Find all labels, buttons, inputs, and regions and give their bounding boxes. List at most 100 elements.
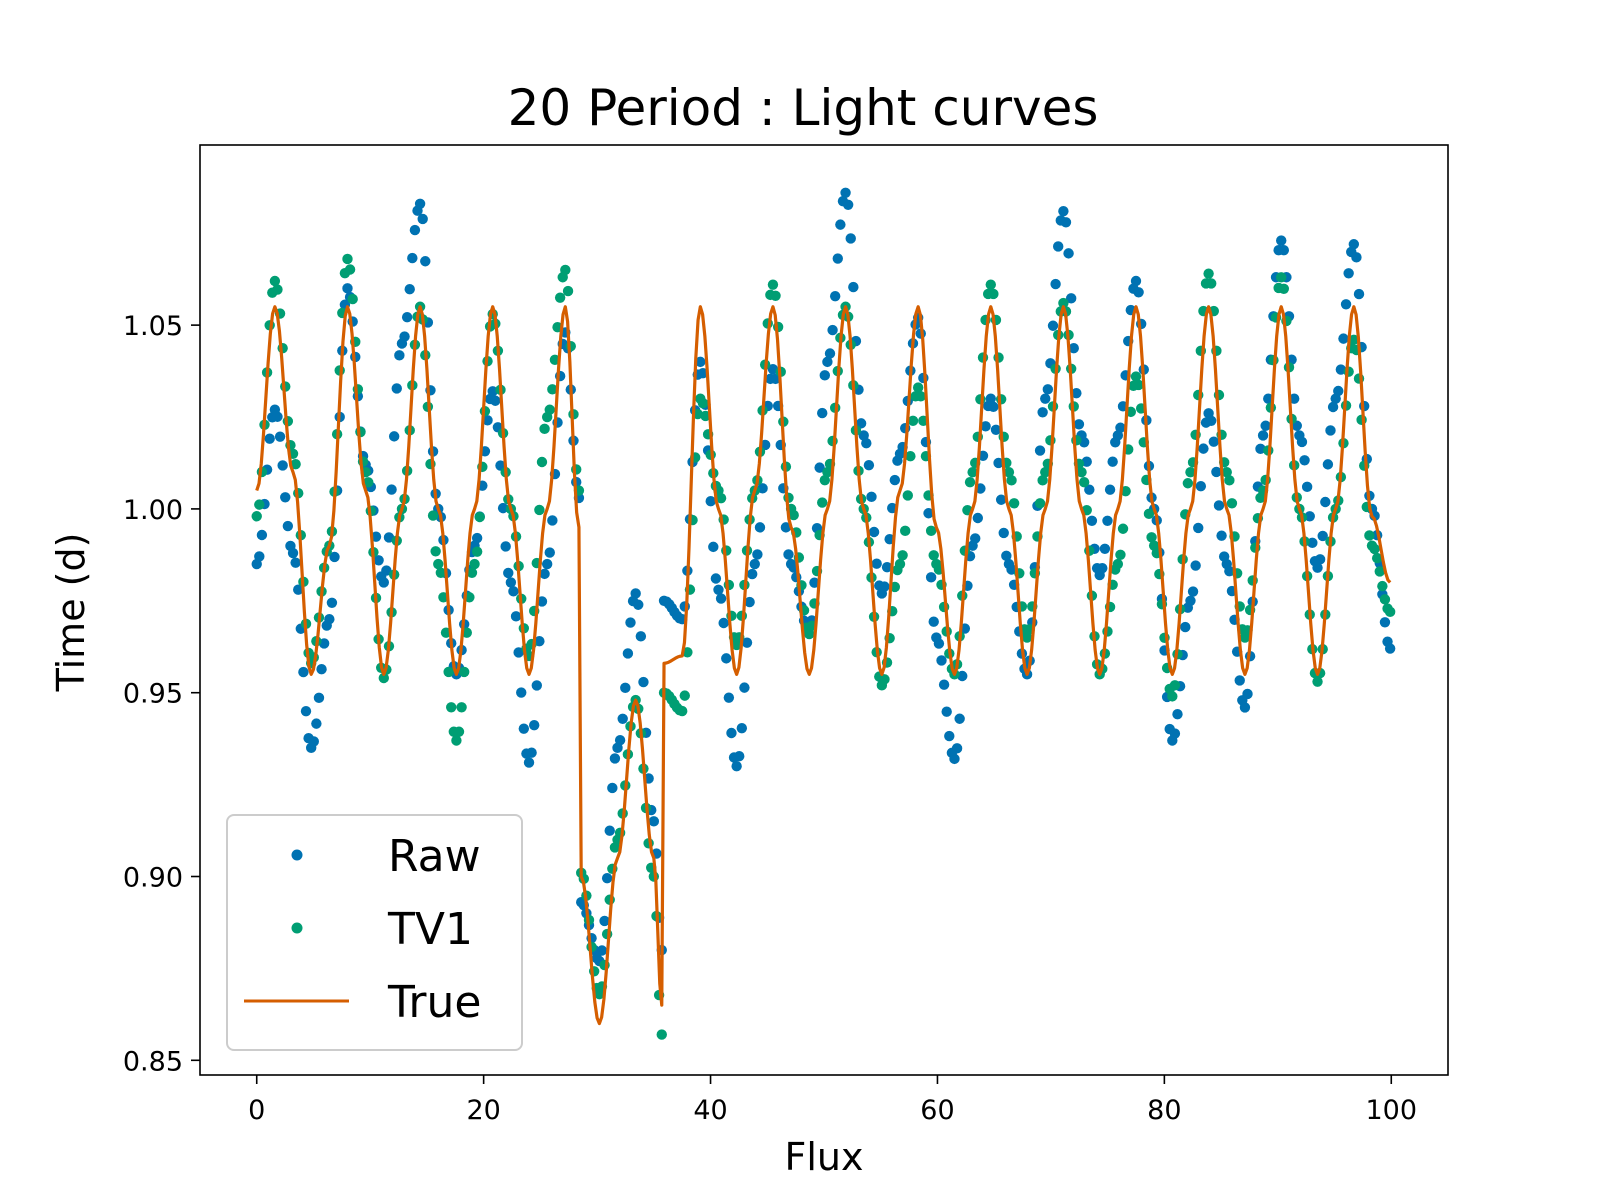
point-raw-35 [342, 283, 353, 294]
point-raw-326 [1097, 562, 1108, 574]
point-raw-138 [609, 753, 621, 764]
point-raw-246 [889, 474, 901, 486]
point-raw-410 [1314, 554, 1326, 565]
point-raw-141 [617, 713, 628, 724]
series-line-true [255, 305, 1392, 1026]
point-raw-403 [1296, 436, 1308, 448]
point-raw-236 [863, 459, 875, 471]
legend: Raw TV1 True [226, 814, 523, 1051]
point-raw-389 [1260, 420, 1271, 431]
point-raw-51 [383, 532, 395, 543]
point-raw-189 [741, 637, 753, 648]
point-tv1-297 [1021, 632, 1033, 643]
point-raw-411 [1317, 530, 1328, 542]
point-raw-259 [923, 508, 934, 519]
point-tv1-250 [900, 525, 911, 537]
point-raw-406 [1304, 511, 1315, 522]
point-raw-12 [282, 520, 294, 532]
point-raw-114 [547, 515, 558, 526]
point-raw-288 [998, 527, 1009, 539]
point-raw-425 [1353, 288, 1365, 300]
point-raw-395 [1276, 235, 1287, 246]
point-raw-437 [1384, 643, 1396, 654]
point-raw-176 [708, 541, 719, 553]
point-raw-320 [1081, 456, 1092, 467]
point-tv1-113 [544, 404, 555, 415]
point-tv1-376 [1226, 498, 1238, 509]
point-raw-396 [1278, 245, 1290, 256]
point-tv1-302 [1034, 498, 1046, 509]
series-layer [251, 187, 1396, 1040]
point-raw-10 [277, 460, 288, 471]
point-tv1-164 [676, 705, 688, 717]
point-raw-205 [783, 549, 794, 560]
legend-marker-raw [291, 849, 303, 861]
point-tv1-165 [679, 690, 690, 701]
point-raw-50 [381, 565, 392, 576]
point-tv1-77 [451, 735, 462, 746]
point-tv1-434 [1377, 580, 1388, 592]
point-raw-284 [988, 401, 999, 413]
y-axis-label: Time (d) [49, 533, 93, 693]
point-raw-177 [710, 573, 722, 584]
point-tv1-283 [985, 279, 996, 290]
point-raw-107 [529, 719, 540, 731]
point-tv1-114 [547, 384, 558, 395]
point-tv1-119 [560, 264, 571, 276]
point-raw-329 [1104, 484, 1116, 495]
point-raw-387 [1255, 443, 1266, 455]
point-raw-263 [933, 638, 945, 649]
point-raw-8 [272, 411, 283, 422]
point-tv1-344 [1143, 508, 1155, 520]
point-raw-316 [1071, 387, 1082, 399]
point-tv1-353 [1167, 691, 1178, 702]
point-raw-220 [822, 356, 833, 368]
point-raw-234 [858, 430, 869, 441]
point-tv1-375 [1224, 475, 1235, 486]
point-raw-419 [1338, 333, 1349, 344]
point-tv1-340 [1133, 379, 1144, 391]
point-raw-382 [1242, 688, 1253, 700]
point-raw-58 [401, 312, 413, 323]
point-raw-414 [1325, 425, 1336, 436]
point-tv1-367 [1203, 268, 1214, 279]
point-tv1-75 [446, 702, 457, 713]
point-raw-417 [1333, 385, 1344, 397]
point-raw-140 [614, 735, 626, 746]
point-raw-100 [510, 611, 522, 622]
point-raw-407 [1307, 537, 1318, 549]
point-raw-55 [394, 350, 405, 361]
point-raw-165 [679, 601, 690, 612]
x-tick-label-1: 20 [466, 1095, 500, 1126]
point-raw-311 [1058, 205, 1069, 217]
point-raw-291 [1006, 564, 1017, 575]
y-axis-ticks: 0.85 0.90 0.95 1.00 1.05 [123, 311, 200, 1077]
point-raw-271 [954, 713, 965, 724]
point-raw-96 [500, 541, 511, 552]
point-raw-421 [1343, 268, 1354, 279]
point-raw-370 [1211, 466, 1222, 478]
point-raw-404 [1299, 455, 1310, 466]
point-tv1-255 [912, 382, 924, 393]
point-raw-144 [625, 617, 636, 628]
point-raw-319 [1078, 437, 1090, 448]
x-tick-label-2: 40 [693, 1095, 727, 1126]
point-tv1-396 [1278, 283, 1290, 294]
point-raw-424 [1351, 252, 1362, 263]
point-raw-363 [1193, 522, 1204, 534]
point-tv1-219 [819, 474, 831, 486]
point-raw-179 [715, 593, 727, 604]
point-tv1-120 [562, 285, 574, 297]
point-raw-286 [993, 457, 1004, 469]
point-raw-388 [1257, 430, 1269, 441]
point-raw-175 [705, 495, 716, 507]
point-raw-101 [513, 647, 524, 658]
point-raw-53 [388, 431, 400, 442]
point-raw-354 [1169, 728, 1181, 739]
point-tv1-35 [342, 253, 353, 265]
point-raw-360 [1185, 595, 1196, 607]
point-tv1-303 [1037, 475, 1048, 486]
point-raw-108 [531, 680, 542, 691]
x-axis-ticks: 0 20 40 60 80 100 [248, 1075, 1417, 1126]
point-tv1-395 [1276, 272, 1287, 283]
